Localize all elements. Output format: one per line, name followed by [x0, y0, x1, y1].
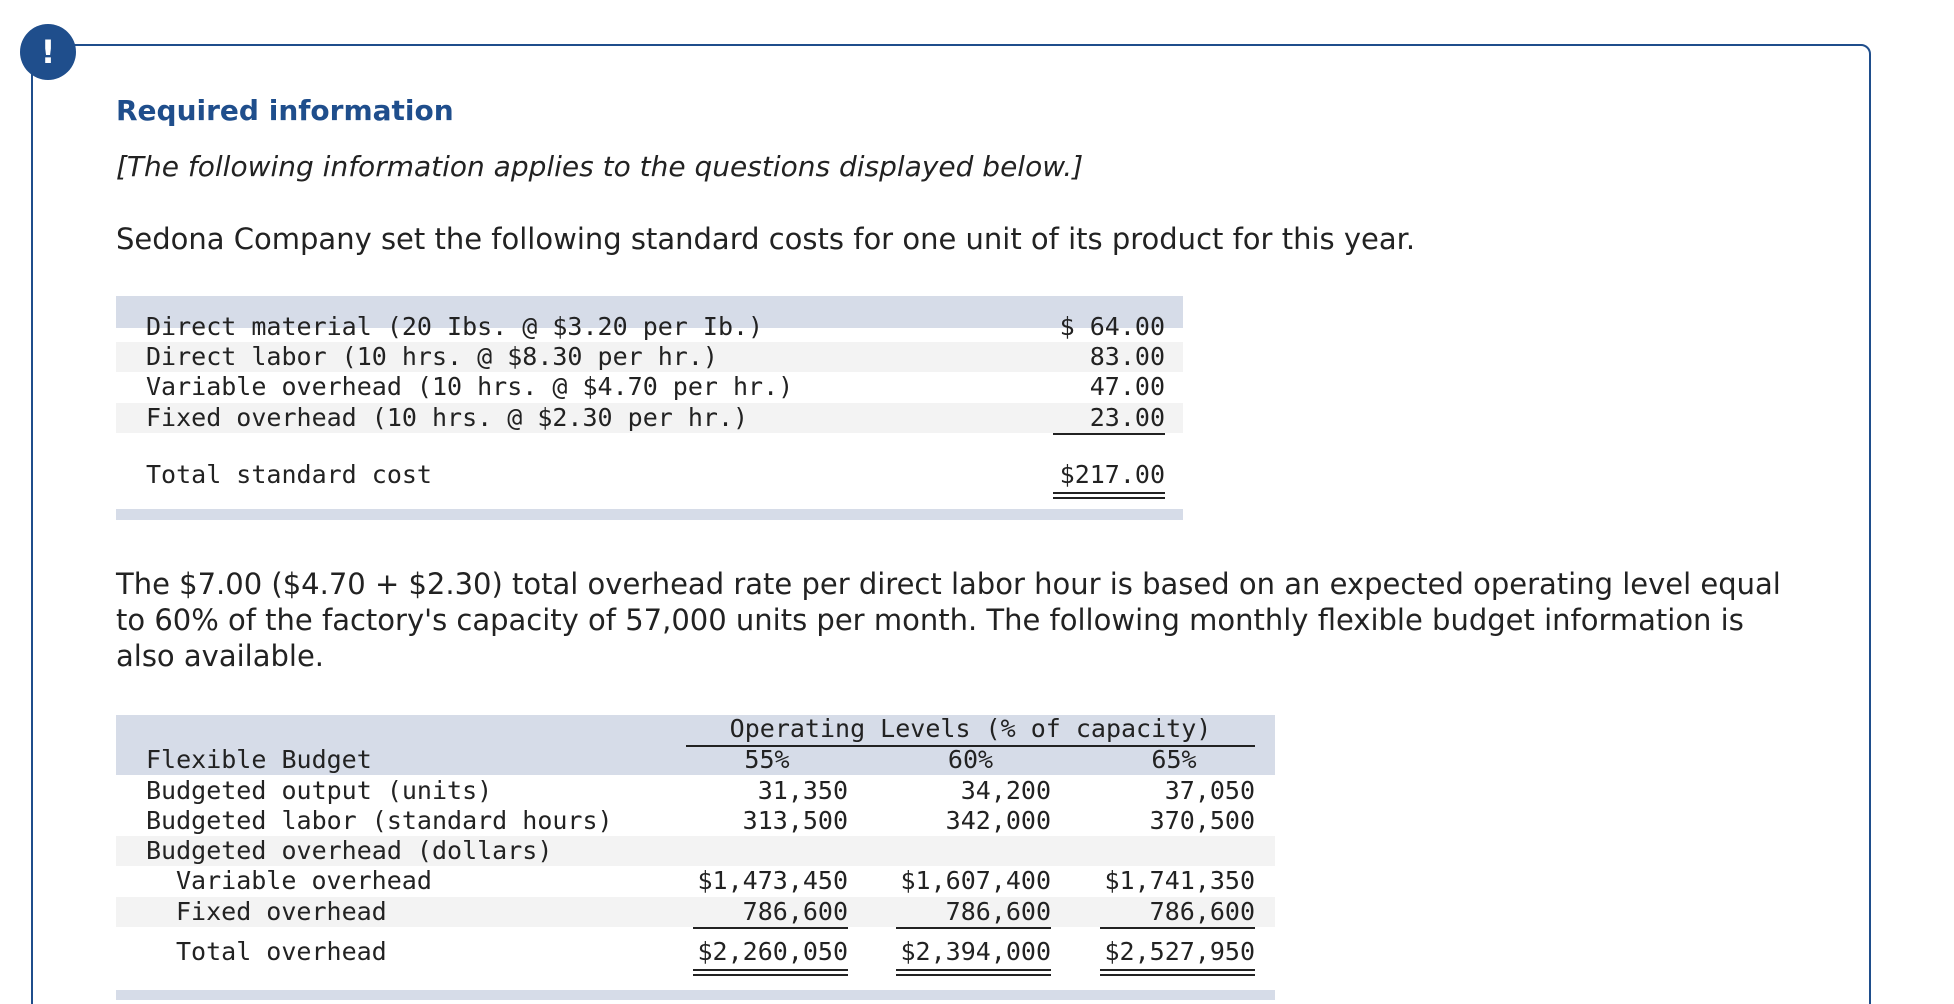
cell: 370,500	[1149, 806, 1255, 835]
cell: 34,200	[960, 776, 1051, 805]
row-label: Variable overhead	[176, 866, 432, 895]
column-header: 60%	[947, 745, 994, 774]
cost-amount: 23.00	[1089, 403, 1165, 432]
cost-label: Variable overhead (10 hrs. @ $4.70 per h…	[146, 372, 794, 401]
double-underline	[1100, 969, 1255, 976]
total-amount: $217.00	[1059, 460, 1165, 489]
intro: Sedona Company set the following standar…	[116, 222, 1416, 256]
cell: 313,500	[742, 806, 848, 835]
underline	[1053, 433, 1165, 435]
note: [The following information applies to th…	[116, 150, 1084, 183]
header-underline	[686, 745, 1255, 747]
row-stripe	[116, 897, 1275, 927]
title: Required information	[116, 94, 454, 127]
label-header: Flexible Budget	[146, 745, 372, 774]
row-label: Budgeted labor (standard hours)	[146, 806, 613, 835]
cost-amount: 83.00	[1089, 342, 1165, 371]
card	[31, 44, 1871, 1004]
row-stripe	[116, 342, 1183, 372]
underline	[1100, 927, 1255, 929]
cost-amount: 47.00	[1089, 372, 1165, 401]
double-underline	[693, 969, 848, 976]
column-header: 55%	[744, 745, 790, 774]
cell: 37,050	[1164, 776, 1255, 805]
cell: $1,473,450	[697, 866, 848, 895]
cost-label: Direct labor (10 hrs. @ $8.30 per hr.)	[146, 342, 718, 371]
row-stripe	[116, 403, 1183, 433]
cell: $1,607,400	[900, 866, 1051, 895]
cost-amount: $ 64.00	[1059, 312, 1165, 341]
cell: 786,600	[742, 897, 848, 926]
badge: !	[20, 24, 76, 80]
total-label: Total overhead	[176, 937, 387, 966]
column-header: 65%	[1151, 745, 1197, 774]
total-cell: $2,527,950	[1104, 937, 1255, 966]
total-cell: $2,394,000	[900, 937, 1051, 966]
cost-label: Fixed overhead (10 hrs. @ $2.30 per hr.)	[146, 403, 749, 432]
row-stripe	[116, 836, 1275, 866]
cost-label: Direct material (20 Ibs. @ $3.20 per Ib.…	[146, 312, 764, 341]
total-cell: $2,260,050	[697, 937, 848, 966]
cell: 31,350	[757, 776, 848, 805]
cell: 342,000	[945, 806, 1051, 835]
table-footer-band	[116, 509, 1183, 520]
table-header-band	[116, 296, 1183, 328]
total-label: Total standard cost	[146, 460, 432, 489]
row-label: Budgeted output (units)	[146, 776, 493, 805]
double-underline	[1053, 492, 1165, 499]
group-header: Operating Levels (% of capacity)	[729, 714, 1212, 743]
cell: $1,741,350	[1104, 866, 1255, 895]
paragraph: The $7.00 ($4.70 + $2.30) total overhead…	[116, 567, 1781, 673]
cell: 786,600	[1149, 897, 1255, 926]
double-underline	[896, 969, 1051, 976]
row-label: Fixed overhead	[176, 897, 387, 926]
table-footer-band	[116, 990, 1275, 1000]
underline	[693, 927, 848, 929]
row-label: Budgeted overhead (dollars)	[146, 836, 553, 865]
cell: 786,600	[945, 897, 1051, 926]
underline	[896, 927, 1051, 929]
